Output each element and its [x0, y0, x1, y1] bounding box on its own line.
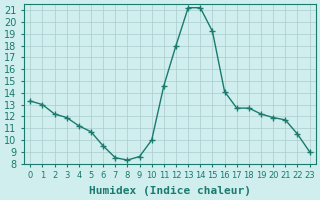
- X-axis label: Humidex (Indice chaleur): Humidex (Indice chaleur): [89, 186, 251, 196]
